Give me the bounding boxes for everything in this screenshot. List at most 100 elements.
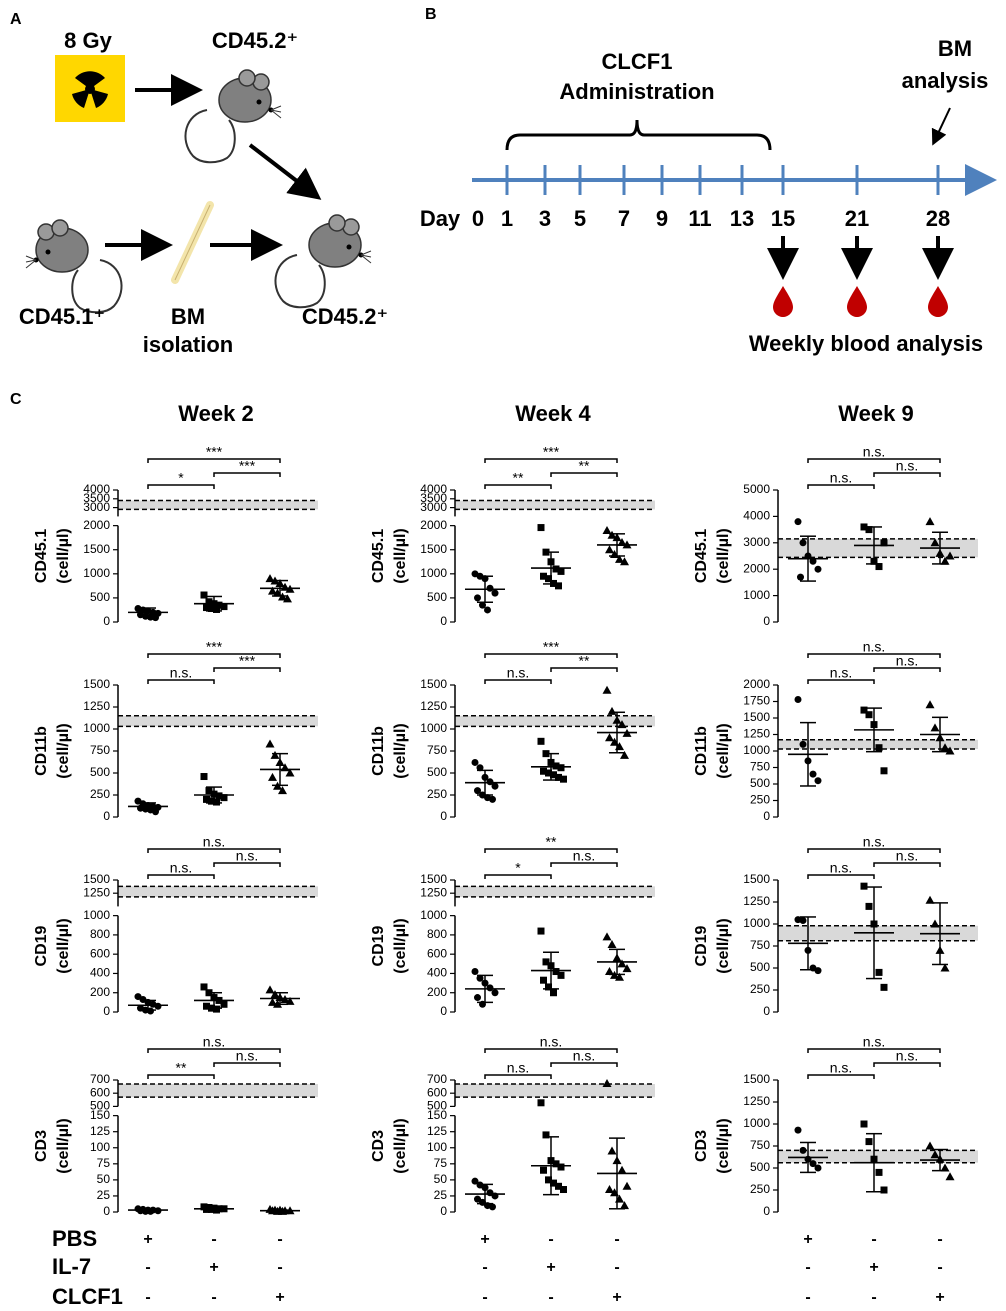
sig-bracket [484,458,618,463]
y-tick-label: 1500 [420,542,447,556]
sig-label: * [178,470,184,486]
point [268,586,277,595]
point [474,1195,481,1203]
y-unit: (cell/µl) [715,723,732,778]
treatment-sign: + [143,1231,152,1248]
point [875,744,883,752]
y-unit: (cell/µl) [55,918,72,973]
y-tick-label: 200 [427,985,447,999]
y-tick-label: 750 [750,1138,770,1152]
y-tick-label: 150 [427,1108,447,1122]
point [560,775,567,783]
y-tick-label: 1250 [83,699,110,713]
point [540,1166,547,1174]
point [925,700,935,709]
treatment-sign: - [805,1289,810,1306]
y-tick-label: 2000 [743,561,770,575]
day: 28 [926,206,950,231]
point [552,762,560,770]
point [620,557,629,566]
point [213,605,220,613]
point [557,1163,565,1171]
y-label: CD11b [693,726,710,776]
sig-label: n.s. [236,1048,259,1064]
mouse [184,69,282,164]
sig-bracket [213,472,281,477]
point [205,598,213,606]
y-tick-label: 3000 [743,535,770,549]
y-tick-label: 1000 [83,566,110,580]
donor: CD45.1⁺ [19,304,105,329]
treatment: CLCF1 [602,49,673,74]
point [602,685,612,694]
point [552,968,560,976]
panel-label: A [10,11,22,28]
point [560,1186,567,1194]
point [607,940,617,949]
panel-label: B [425,6,437,23]
treatment-sign: + [803,1231,812,1248]
point [489,795,496,803]
treatment-sign: + [935,1289,944,1306]
blood-label: Weekly blood analysis [749,331,983,356]
sig-label: ** [513,470,524,486]
sig-label: n.s. [573,1048,596,1064]
y-tick-label: 500 [90,590,110,604]
point [555,1182,562,1190]
mouse [274,214,372,309]
y-label: CD45.1 [693,529,710,583]
point [620,1201,629,1210]
point [203,604,210,612]
y-label: CD11b [33,726,50,776]
sig-bracket [807,1074,875,1079]
point [940,963,950,972]
y-tick-label: 1000 [420,908,447,922]
y-tick-label: 125 [427,1124,447,1138]
y-tick-label: 0 [440,1204,447,1218]
column-title: Week 2 [178,401,253,426]
point [557,567,565,575]
point [794,1126,802,1134]
point [484,606,491,614]
treatment-sign: - [805,1259,810,1276]
y-tick-label: 500 [427,1099,447,1113]
reference-band [455,886,655,897]
point [797,573,804,581]
point [799,740,807,748]
y-tick-label: 100 [90,1140,110,1154]
y-label: CD19 [693,925,710,966]
treatment-sign: - [548,1289,553,1306]
point [860,1120,868,1128]
sig-bracket [550,667,618,672]
treatment-sign: + [869,1259,878,1276]
point [208,797,215,805]
sig-bracket [873,667,941,672]
y-unit: (cell/µl) [715,1118,732,1173]
point [479,601,486,609]
reference-band [118,715,318,727]
point [930,919,940,928]
treatment-sign: + [612,1289,621,1306]
point [476,764,484,772]
point [945,746,955,755]
sig-label: n.s. [896,653,919,669]
sig-label: * [515,860,521,876]
sig-label: *** [543,444,560,460]
point [471,968,479,976]
point [794,518,802,526]
point [617,720,627,729]
day: 9 [656,206,668,231]
y-tick-label: 600 [427,1085,447,1099]
administration: Administration [559,79,714,104]
day: 15 [771,206,795,231]
point [486,778,494,786]
y-tick-label: 1500 [743,710,770,724]
point [940,556,950,565]
sig-label: n.s. [863,1034,886,1050]
point [542,958,550,966]
treatment-label: IL-7 [52,1254,91,1279]
y-tick-label: 0 [103,1004,110,1018]
y-tick-label: 1750 [743,694,770,708]
sig-label: n.s. [236,848,259,864]
y-tick-label: 0 [440,1004,447,1018]
